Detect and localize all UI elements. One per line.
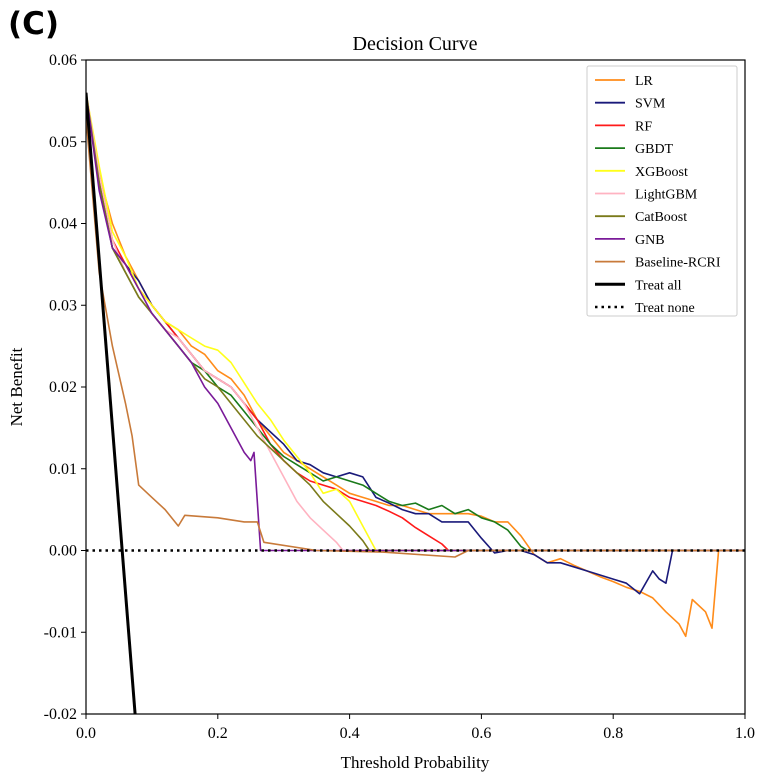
- y-tick-label: 0.05: [49, 134, 77, 151]
- y-tick-label: 0.03: [49, 297, 77, 314]
- legend-label-gnb: GNB: [635, 233, 665, 248]
- y-tick-label: 0.01: [49, 461, 77, 478]
- y-tick-label: 0.04: [49, 216, 77, 233]
- legend-label-lightgbm: LightGBM: [635, 188, 698, 203]
- x-tick-label: 1.0: [735, 725, 755, 742]
- legend-label-catboost: CatBoost: [635, 210, 687, 225]
- series-line-lr: [86, 92, 745, 638]
- x-tick-label: 0.0: [76, 725, 96, 742]
- x-tick-label: 0.2: [208, 725, 228, 742]
- legend-label-xgboost: XGBoost: [635, 165, 688, 180]
- legend: LR SVM RF GBDT XGBoost LightGBM CatBoost GNB Bas…: [586, 65, 738, 317]
- y-axis: -0.02 -0.01 0.00 0.01 0.02 0.03 0.04 0.05 0.06: [44, 52, 86, 723]
- legend-label-treat-none: Treat none: [635, 301, 695, 316]
- legend-label-treat-all: Treat all: [635, 278, 682, 293]
- y-tick-label: -0.01: [44, 624, 77, 641]
- x-tick-label: 0.8: [603, 725, 623, 742]
- legend-label-rf: RF: [635, 119, 652, 134]
- legend-label-baseline-rcri: Baseline-RCRI: [635, 256, 721, 271]
- series-line-catboost: [86, 92, 745, 552]
- legend-label-lr: LR: [635, 74, 654, 89]
- legend-box: [586, 65, 738, 317]
- series-line-gnb: [86, 92, 745, 552]
- x-axis: 0.0 0.2 0.4 0.6 0.8 1.0: [76, 714, 755, 742]
- legend-label-gbdt: GBDT: [635, 142, 674, 157]
- panel-label: (C): [8, 6, 60, 42]
- y-tick-label: 0.02: [49, 379, 77, 396]
- series-layer: [86, 92, 745, 714]
- y-tick-label: 0.06: [49, 52, 77, 69]
- legend-label-svm: SVM: [635, 97, 666, 112]
- series-line-treat-all: [86, 92, 137, 714]
- x-axis-label: Threshold Probability: [341, 753, 490, 772]
- series-line-baseline-rcri: [86, 117, 745, 558]
- x-tick-label: 0.6: [471, 725, 491, 742]
- chart-title: Decision Curve: [353, 33, 478, 55]
- y-axis-label: Net Benefit: [7, 347, 26, 426]
- y-tick-label: 0.00: [49, 543, 77, 560]
- y-tick-label: -0.02: [44, 706, 77, 723]
- x-tick-label: 0.4: [340, 725, 360, 742]
